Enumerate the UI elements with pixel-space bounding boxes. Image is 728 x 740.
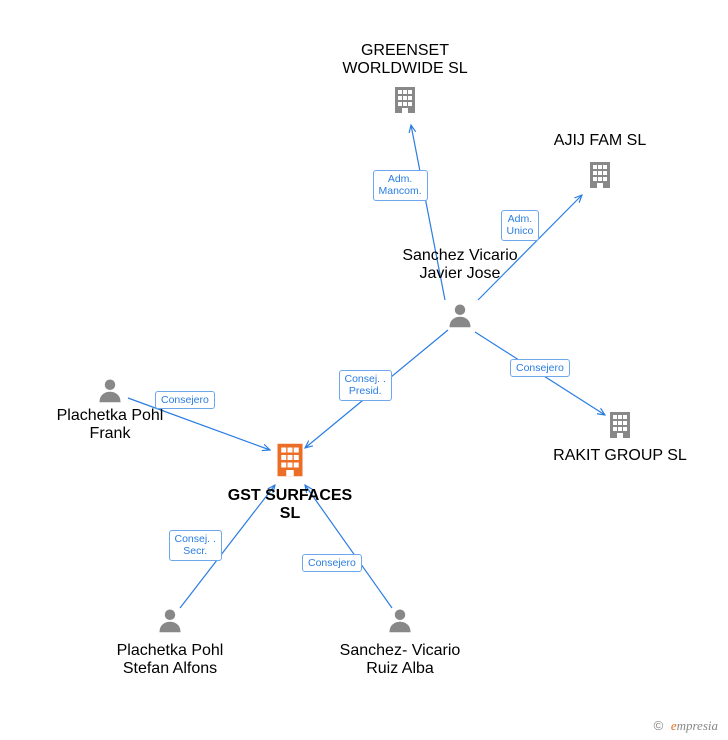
brand-rest: mpresia bbox=[677, 718, 718, 733]
person-icon bbox=[156, 606, 184, 639]
building-icon bbox=[584, 159, 616, 196]
diagram-canvas: GREENSET WORLDWIDE SL AJIJ FAM SL Sanche… bbox=[0, 0, 728, 740]
person-icon bbox=[96, 376, 124, 409]
edge-label: Consej. . Presid. bbox=[339, 370, 392, 401]
building-icon bbox=[270, 440, 310, 485]
person-icon bbox=[386, 606, 414, 639]
node-label: Sanchez Vicario Javier Jose bbox=[390, 247, 530, 283]
node-label: Sanchez- Vicario Ruiz Alba bbox=[330, 642, 470, 678]
watermark: © empresia bbox=[654, 718, 718, 734]
building-icon bbox=[604, 409, 636, 446]
node-label: GREENSET WORLDWIDE SL bbox=[335, 42, 475, 78]
node-label: Plachetka Pohl Stefan Alfons bbox=[100, 642, 240, 678]
edge-label: Consejero bbox=[302, 554, 362, 573]
edge-label: Adm. Mancom. bbox=[373, 170, 428, 201]
node-label: RAKIT GROUP SL bbox=[550, 447, 690, 465]
node-label: Plachetka Pohl Frank bbox=[40, 407, 180, 443]
building-icon bbox=[389, 84, 421, 121]
node-label: AJIJ FAM SL bbox=[530, 132, 670, 150]
edge-label: Consejero bbox=[510, 359, 570, 378]
edge-label: Consej. . Secr. bbox=[169, 530, 222, 561]
edge-label: Consejero bbox=[155, 391, 215, 410]
person-icon bbox=[446, 301, 474, 334]
node-label: GST SURFACES SL bbox=[220, 487, 360, 523]
copyright-symbol: © bbox=[654, 718, 664, 733]
edge-label: Adm. Unico bbox=[501, 210, 540, 241]
